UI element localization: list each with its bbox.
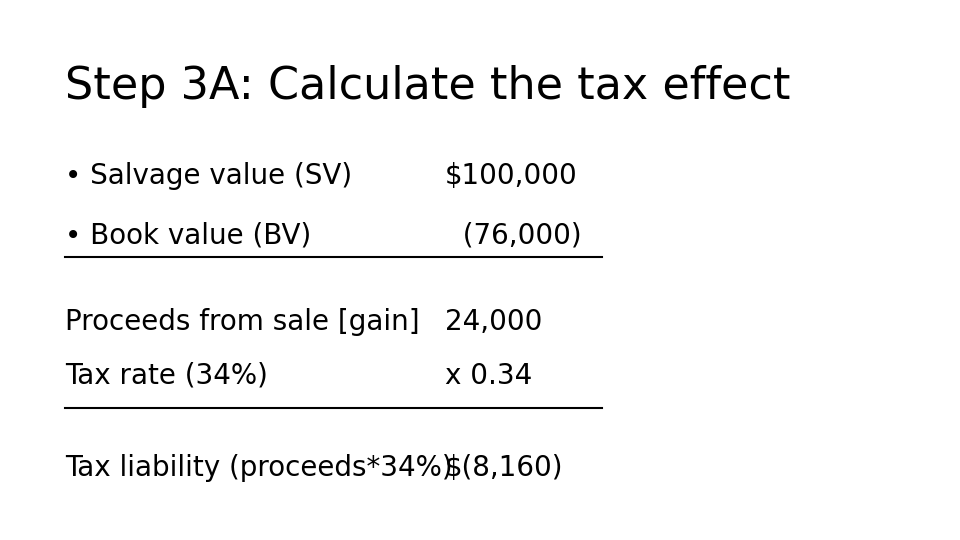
Text: (76,000): (76,000)	[444, 221, 582, 249]
Text: x 0.34: x 0.34	[444, 362, 532, 390]
Text: $(8,160): $(8,160)	[444, 454, 564, 482]
Text: • Book value (BV): • Book value (BV)	[65, 221, 311, 249]
Text: $100,000: $100,000	[444, 162, 577, 190]
Text: Tax liability (proceeds*34%): Tax liability (proceeds*34%)	[65, 454, 452, 482]
Text: Tax rate (34%): Tax rate (34%)	[65, 362, 268, 390]
Text: 24,000: 24,000	[444, 308, 542, 336]
Text: Proceeds from sale [gain]: Proceeds from sale [gain]	[65, 308, 420, 336]
Text: • Salvage value (SV): • Salvage value (SV)	[65, 162, 352, 190]
Text: Step 3A: Calculate the tax effect: Step 3A: Calculate the tax effect	[65, 65, 790, 108]
